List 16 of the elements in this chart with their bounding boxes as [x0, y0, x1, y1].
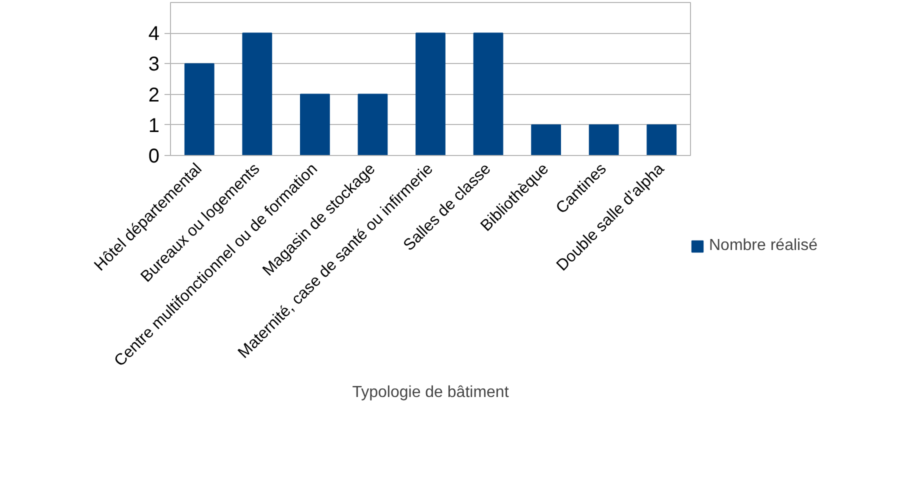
y-tick-label: 2	[148, 84, 160, 106]
bar	[358, 94, 388, 156]
bar	[184, 63, 214, 156]
x-axis-title: Typologie de bâtiment	[352, 384, 510, 401]
legend-label: Nombre réalisé	[709, 237, 818, 255]
y-tick-label: 1	[148, 114, 160, 137]
bar	[242, 32, 272, 156]
y-tick-label: 3	[148, 54, 160, 76]
bar	[531, 124, 561, 156]
y-tick-label: 4	[148, 23, 160, 46]
bar	[588, 124, 619, 156]
y-tick-label: 0	[148, 146, 160, 168]
bar	[646, 124, 677, 156]
bar	[473, 32, 504, 156]
bar	[416, 32, 446, 156]
bar	[300, 94, 330, 156]
